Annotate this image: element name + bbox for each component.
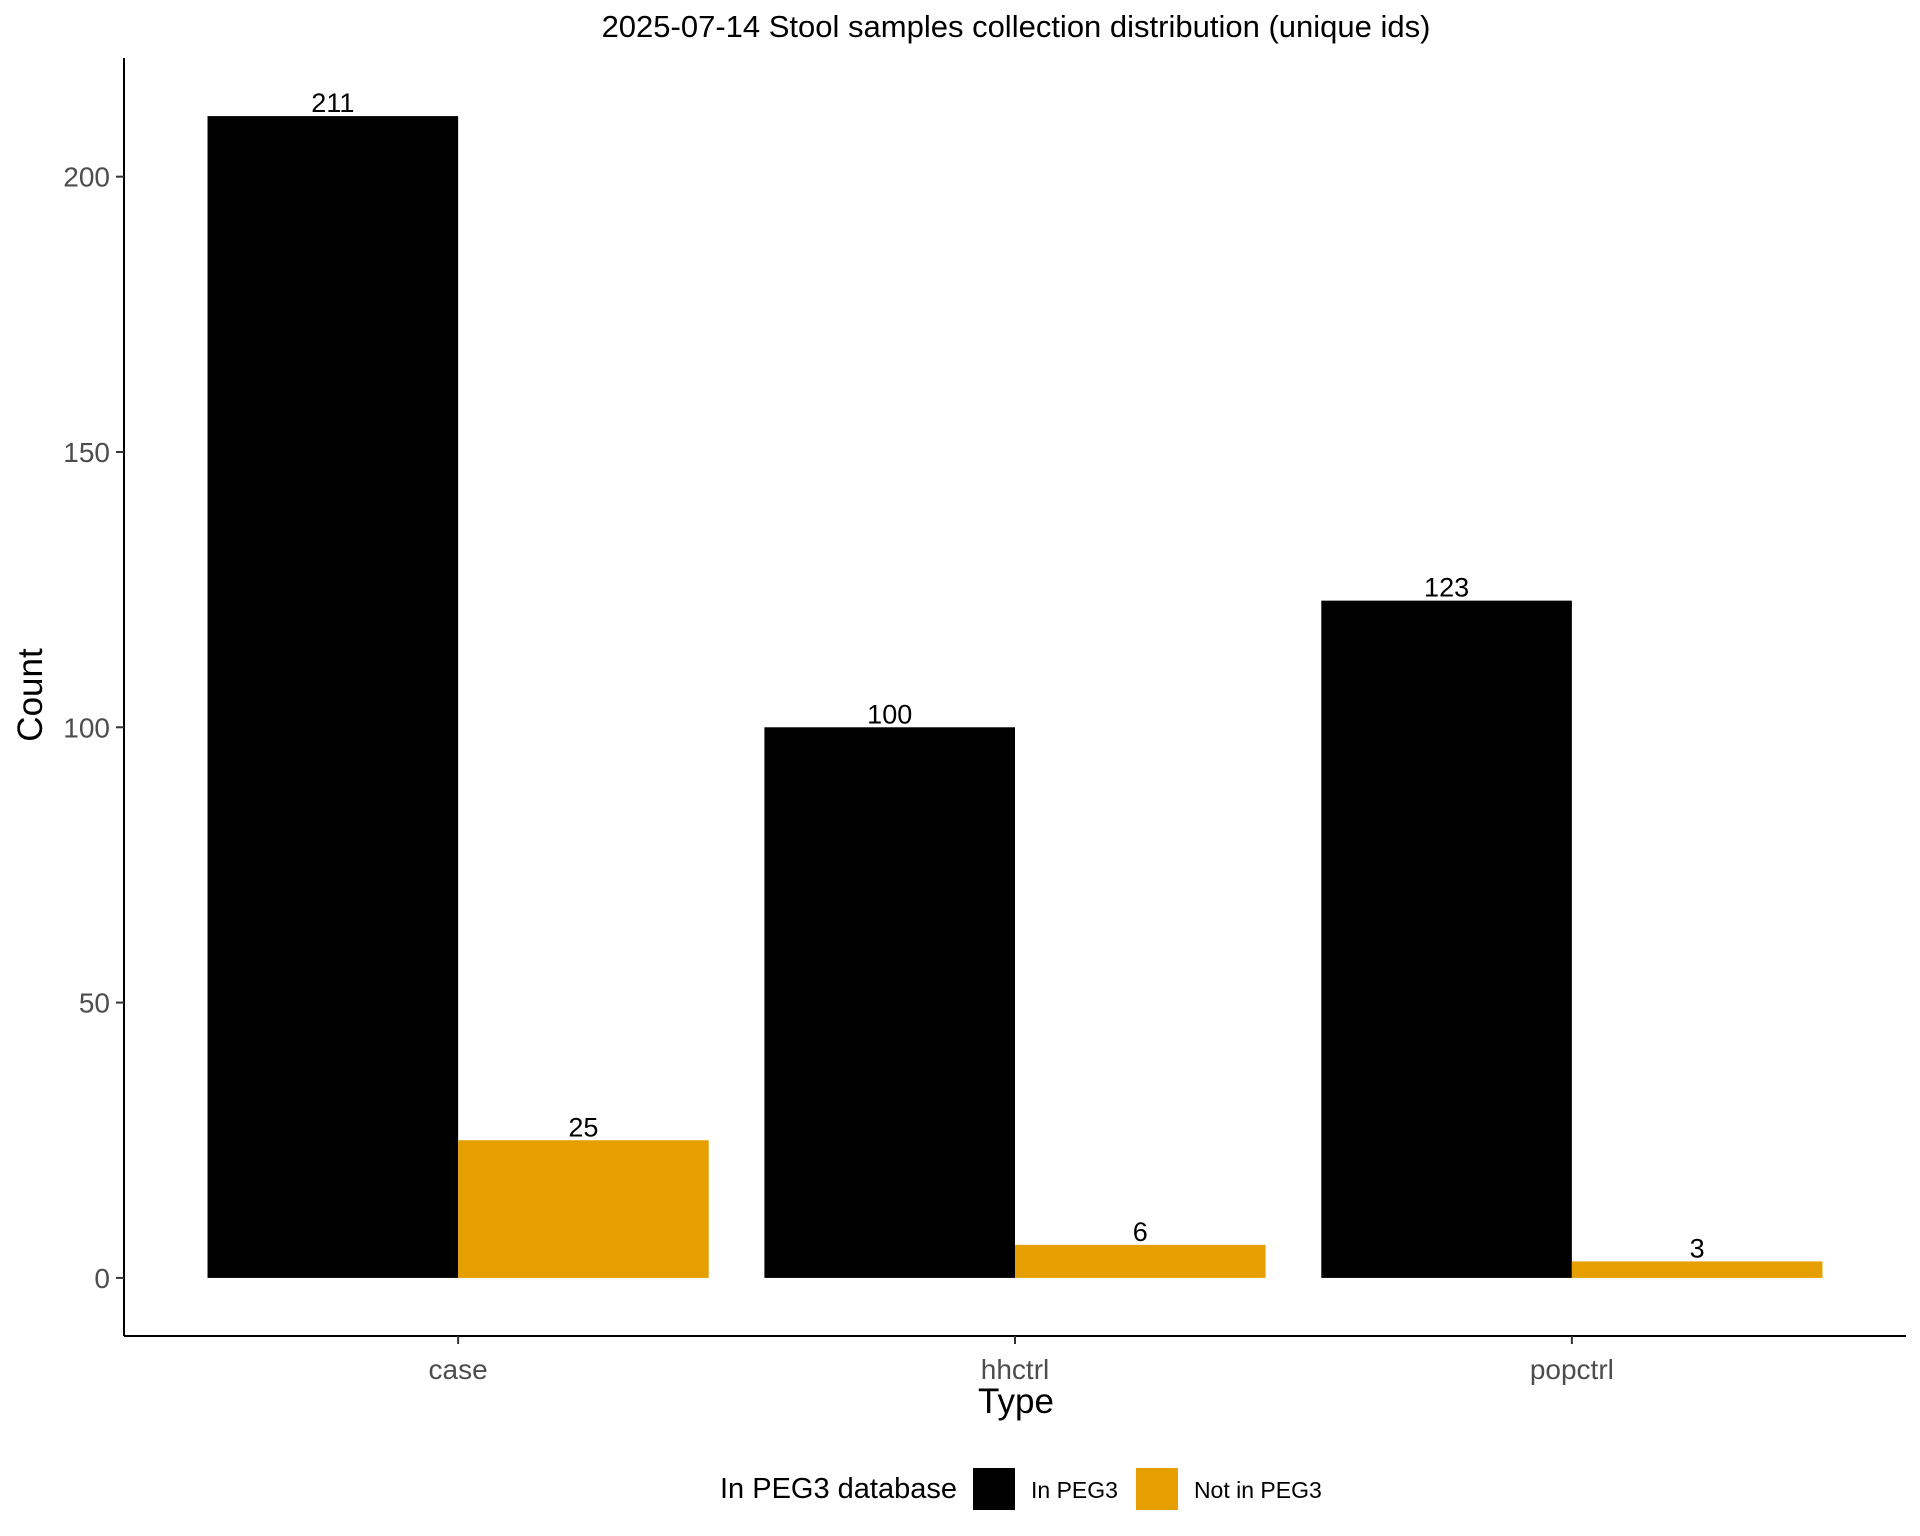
y-tick-label: 50 [79,988,110,1019]
legend-swatch [973,1468,1015,1510]
bar-value-label: 25 [568,1112,598,1142]
legend: In PEG3 database In PEG3 Not in PEG3 [720,1468,1322,1510]
legend-label: In PEG3 [1031,1477,1118,1503]
x-tick-label: popctrl [1530,1354,1614,1385]
x-axis-title: Type [978,1382,1054,1421]
bar-value-label: 3 [1690,1233,1705,1263]
legend-swatch [1135,1468,1178,1510]
bar-not-in-peg3-hhctrl [1015,1244,1266,1278]
bar-value-label: 211 [311,88,354,118]
legend-label: Not in PEG3 [1194,1477,1322,1503]
y-tick-label: 0 [94,1263,110,1294]
x-tick-label: case [429,1354,488,1385]
bar-value-label: 6 [1133,1217,1148,1247]
bar-value-label: 100 [867,699,912,729]
y-tick-label: 200 [63,162,110,193]
bar-not-in-peg3-popctrl [1571,1261,1823,1278]
y-tick-label: 100 [63,712,110,743]
bar-in-peg3-popctrl [1321,600,1572,1278]
x-axis: case hhctrl popctrl [124,1335,1906,1385]
bar-labels-group: 211 25 100 6 123 3 [311,88,1704,1263]
bar-not-in-peg3-case [458,1140,709,1278]
y-axis-title: Count [11,648,50,742]
legend-title: In PEG3 database [720,1473,957,1505]
x-tick-label: hhctrl [981,1354,1049,1385]
bar-in-peg3-case [207,116,459,1278]
y-axis: 0 50 100 150 200 [63,58,125,1336]
bar-value-label: 123 [1424,573,1469,603]
bars-group [207,116,1823,1278]
y-tick-label: 150 [63,437,110,468]
chart-title: 2025-07-14 Stool samples collection dist… [602,9,1431,44]
legend-items: In PEG3 Not in PEG3 [973,1468,1322,1510]
bar-in-peg3-hhctrl [764,727,1015,1278]
